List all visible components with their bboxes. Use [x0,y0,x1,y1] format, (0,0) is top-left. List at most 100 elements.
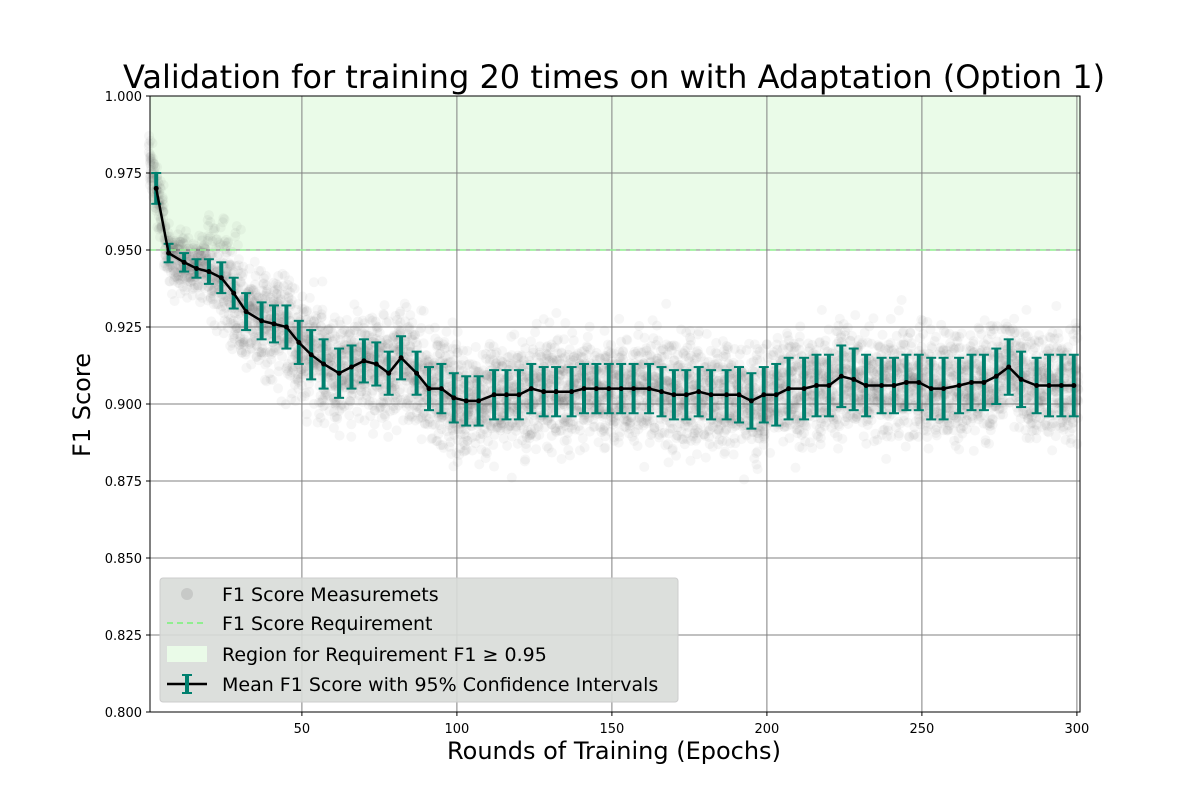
scatter-point [269,342,280,353]
scatter-point [197,255,208,266]
scatter-point [253,291,264,302]
scatter-point [273,270,284,281]
scatter-point [232,240,243,251]
scatter-point [241,362,252,373]
scatter-point [202,295,213,306]
scatter-point [250,298,261,309]
scatter-point [193,280,204,291]
scatter-point [213,248,224,259]
scatter-point [621,334,632,345]
scatter-point [194,290,205,301]
scatter-point [452,326,463,337]
scatter-point [227,337,238,348]
scatter-point [225,318,236,329]
scatter-point [246,284,257,295]
scatter-point [248,297,259,308]
scatter-point [579,442,590,453]
scatter-point [157,191,168,202]
scatter-point [271,288,282,299]
scatter-point [257,343,268,354]
scatter-point [219,214,230,225]
scatter-point [283,366,294,377]
scatter-point [184,265,195,276]
scatter-point [162,262,173,273]
scatter-point [352,306,363,317]
scatter-point [230,324,241,335]
scatter-point [267,375,278,386]
scatter-point [237,347,248,358]
scatter-point [235,331,246,342]
scatter-point [166,288,177,299]
scatter-point [155,183,166,194]
scatter-point [143,147,154,158]
scatter-point [221,240,232,251]
scatter-point [218,296,229,307]
scatter-point [304,292,315,303]
scatter-point [197,231,208,242]
scatter-point [152,222,163,233]
scatter-point [151,205,162,216]
scatter-point [600,442,611,453]
scatter-point [234,336,245,347]
scatter-point [188,238,199,249]
scatter-point [379,300,390,311]
scatter-point [238,261,249,272]
scatter-point [273,343,284,354]
scatter-point [752,464,763,475]
scatter-point [816,304,827,315]
scatter-point [881,453,892,464]
scatter-point [193,280,204,291]
scatter-point [233,339,244,350]
scatter-point [145,154,156,165]
scatter-point [223,322,234,333]
scatter-point [236,345,247,356]
scatter-point [182,271,193,282]
scatter-point [170,262,181,273]
scatter-point [282,359,293,370]
scatter-point [560,318,571,329]
scatter-point [209,283,220,294]
scatter-point [346,431,357,442]
scatter-point [262,284,273,295]
scatter-point [235,339,246,350]
scatter-point [162,263,173,274]
scatter-point [301,409,312,420]
scatter-point [268,296,279,307]
scatter-point [260,374,271,385]
scatter-point [172,244,183,255]
scatter-point [663,457,674,468]
scatter-point [173,274,184,285]
scatter-point [248,317,259,328]
scatter-point [231,322,242,333]
scatter-point [266,349,277,360]
scatter-point [224,259,235,270]
scatter-point [276,396,287,407]
scatter-point [233,265,244,276]
scatter-point [198,253,209,264]
scatter-point [173,260,184,271]
scatter-point [183,233,194,244]
scatter-point [177,271,188,282]
scatter-point [236,310,247,321]
scatter-point [274,300,285,311]
scatter-point [270,345,281,356]
scatter-point [613,437,624,448]
scatter-point [559,334,570,345]
scatter-point [150,161,161,172]
scatter-point [173,277,184,288]
scatter-point [222,266,233,277]
scatter-point [230,320,241,331]
scatter-point [317,304,328,315]
scatter-point [202,214,213,225]
scatter-point [506,472,517,483]
scatter-point [253,265,264,276]
scatter-point [189,282,200,293]
scatter-point [196,273,207,284]
scatter-point [651,320,662,331]
scatter-point [893,305,904,316]
scatter-point [145,175,156,186]
scatter-point [238,339,249,350]
scatter-point [248,328,259,339]
scatter-point [260,359,271,370]
scatter-point [274,309,285,320]
